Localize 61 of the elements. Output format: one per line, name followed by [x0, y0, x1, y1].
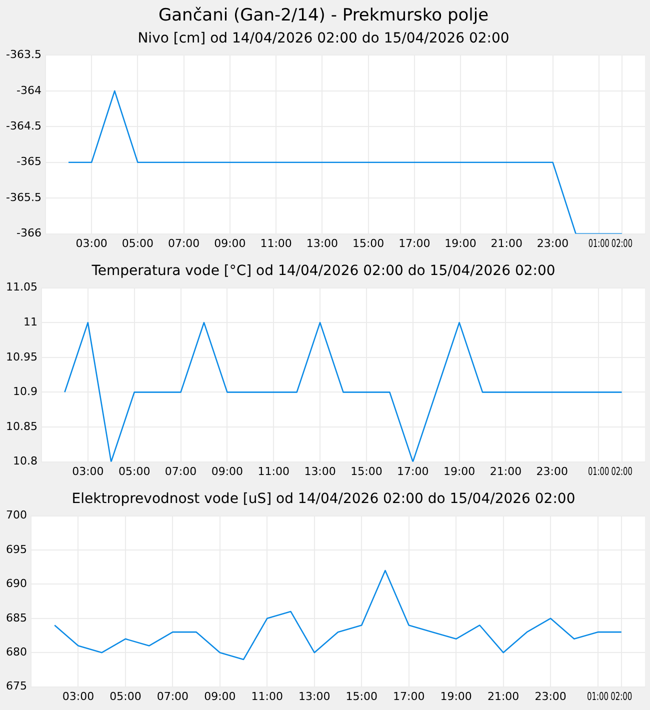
- x-tick-label: 05:00: [110, 690, 142, 704]
- x-tick-label: 19:00: [444, 237, 476, 250]
- x-tick-label: 21:00: [490, 465, 522, 478]
- x-tick-label: 09:00: [211, 465, 244, 478]
- y-tick-label: -364: [16, 84, 42, 97]
- y-tick-label: 10.9: [12, 385, 38, 398]
- x-tick-label: 13:00: [304, 465, 336, 478]
- x-tick-label: 15:00: [352, 237, 384, 250]
- x-tick-label: 11:00: [260, 237, 292, 250]
- chart-title: Temperatura vode [°C] od 14/04/2026 02:00 do 15/04/2026 02:00: [90, 263, 556, 280]
- x-tick-label: 17:00: [392, 690, 425, 704]
- x-tick-label: 11:00: [251, 690, 284, 704]
- y-tick-label: 10.95: [6, 350, 38, 364]
- x-tick-label: 01:00: [586, 690, 609, 704]
- x-tick-label: 13:00: [306, 237, 338, 250]
- x-tick-label: 15:00: [346, 690, 378, 704]
- x-tick-label: 17:00: [397, 465, 429, 478]
- y-tick-label: 695: [6, 542, 27, 556]
- y-tick-label: -366: [16, 226, 42, 240]
- x-tick-label: 03:00: [72, 465, 104, 478]
- x-tick-label: 11:00: [258, 465, 290, 478]
- x-tick-label: 19:00: [440, 690, 472, 704]
- y-tick-label: 11.05: [6, 280, 38, 294]
- x-tick-label: 21:00: [487, 690, 520, 704]
- x-tick-label: 09:00: [214, 237, 246, 250]
- x-tick-label: 17:00: [398, 237, 430, 250]
- x-tick-label: 21:00: [490, 237, 522, 250]
- x-tick-label: 15:00: [350, 465, 382, 478]
- y-tick-label: 10.85: [6, 420, 38, 433]
- chart-title: Gančani (Gan-2/14) - Prekmursko polje: [158, 6, 489, 26]
- x-tick-label: 23:00: [536, 465, 568, 478]
- x-tick-label: 02:00: [611, 466, 632, 479]
- x-tick-label: 01:00: [588, 238, 610, 251]
- x-tick-label: 07:00: [156, 690, 189, 704]
- y-tick-label: 690: [6, 577, 27, 590]
- y-tick-label: 675: [6, 680, 27, 693]
- chart-subtitle: Nivo [cm] od 14/04/2026 02:00 do 15/04/2026 02:00: [138, 30, 510, 46]
- y-tick-label: -365: [16, 155, 42, 168]
- x-tick-label: 07:00: [168, 237, 200, 250]
- x-tick-label: 02:00: [610, 690, 632, 704]
- x-tick-label: 05:00: [118, 465, 150, 478]
- y-tick-label: 11: [23, 315, 38, 328]
- x-tick-label: 01:00: [588, 466, 610, 479]
- y-tick-label: 685: [6, 611, 27, 624]
- x-tick-label: 03:00: [62, 690, 94, 704]
- y-tick-label: 680: [6, 645, 27, 658]
- x-tick-label: 13:00: [298, 690, 330, 704]
- y-tick-label: -364.5: [6, 120, 42, 132]
- x-tick-label: 05:00: [122, 237, 154, 250]
- chart-title: Elektroprevodnost vode [uS] od 14/04/2026 02:00 do 15/04/2026 02:00: [72, 491, 576, 508]
- y-tick-label: -363.5: [6, 48, 42, 62]
- x-tick-label: 23:00: [534, 690, 566, 704]
- x-tick-label: 09:00: [204, 690, 236, 704]
- y-tick-label: -365.5: [6, 190, 42, 204]
- x-tick-label: 19:00: [443, 465, 476, 478]
- y-tick-label: 10.8: [12, 454, 38, 468]
- x-tick-label: 03:00: [76, 237, 108, 250]
- x-tick-label: 02:00: [611, 238, 633, 251]
- y-tick-label: 700: [6, 508, 27, 522]
- x-tick-label: 23:00: [536, 237, 569, 250]
- x-tick-label: 07:00: [164, 465, 197, 478]
